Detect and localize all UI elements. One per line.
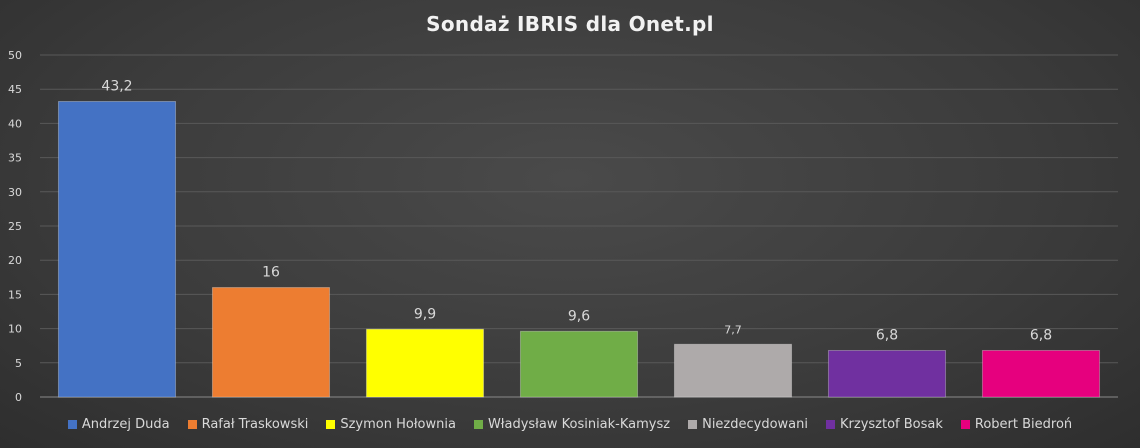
y-tick-label: 45 bbox=[8, 83, 22, 96]
data-label: 9,6 bbox=[568, 308, 590, 324]
data-label: 43,2 bbox=[101, 79, 132, 95]
legend-label: Rafał Traskowski bbox=[201, 417, 309, 432]
data-label: 16 bbox=[262, 265, 280, 281]
y-tick-label: 30 bbox=[8, 186, 22, 199]
legend-item: Niezdecydowani bbox=[688, 417, 808, 432]
legend-swatch bbox=[187, 420, 197, 429]
legend-item: Krzysztof Bosak bbox=[826, 417, 943, 432]
y-tick-label: 5 bbox=[15, 357, 22, 370]
y-tick-label: 0 bbox=[15, 391, 22, 404]
legend-label: Krzysztof Bosak bbox=[840, 417, 943, 432]
y-tick-label: 35 bbox=[8, 152, 22, 165]
bar-shade bbox=[674, 344, 792, 397]
legend-label: Robert Biedroń bbox=[974, 417, 1073, 432]
legend-label: Szymon Hołownia bbox=[340, 417, 456, 432]
y-tick-label: 40 bbox=[8, 117, 22, 130]
y-tick-label: 25 bbox=[8, 220, 22, 233]
data-label: 9,9 bbox=[414, 306, 436, 322]
y-tick-label: 10 bbox=[8, 323, 22, 336]
y-tick-label: 15 bbox=[8, 288, 22, 301]
data-label: 6,8 bbox=[1030, 327, 1052, 343]
bar-shade bbox=[520, 331, 638, 397]
bar-shade bbox=[212, 287, 330, 397]
chart-legend: Andrzej Duda Rafał Traskowski Szymon Hołow… bbox=[0, 417, 1140, 432]
legend-item: Andrzej Duda bbox=[67, 417, 170, 432]
legend-label: Niezdecydowani bbox=[702, 417, 808, 432]
bar-shade bbox=[366, 329, 484, 397]
legend-swatch bbox=[960, 420, 970, 429]
bar-shade bbox=[828, 350, 946, 397]
legend-item: Robert Biedroń bbox=[960, 417, 1073, 432]
legend-item: Szymon Hołownia bbox=[326, 417, 456, 432]
y-tick-label: 20 bbox=[8, 254, 22, 267]
legend-swatch bbox=[826, 420, 835, 429]
legend-item: Rafał Traskowski bbox=[187, 417, 309, 432]
bar-shade bbox=[58, 101, 176, 398]
legend-swatch bbox=[67, 420, 77, 429]
data-label: 6,8 bbox=[876, 327, 898, 343]
legend-label: Andrzej Duda bbox=[81, 417, 170, 432]
legend-label: Władysław Kosiniak-Kamysz bbox=[487, 417, 671, 432]
bar-shade bbox=[982, 350, 1100, 397]
legend-swatch bbox=[688, 420, 698, 429]
legend-item: Władysław Kosiniak-Kamysz bbox=[473, 417, 671, 432]
legend-swatch bbox=[473, 420, 483, 429]
legend-swatch bbox=[326, 420, 336, 429]
data-label: 7,7 bbox=[724, 323, 742, 336]
y-tick-label: 50 bbox=[8, 49, 22, 62]
chart-title: Sondaż IBRIS dla Onet.pl bbox=[426, 12, 714, 36]
